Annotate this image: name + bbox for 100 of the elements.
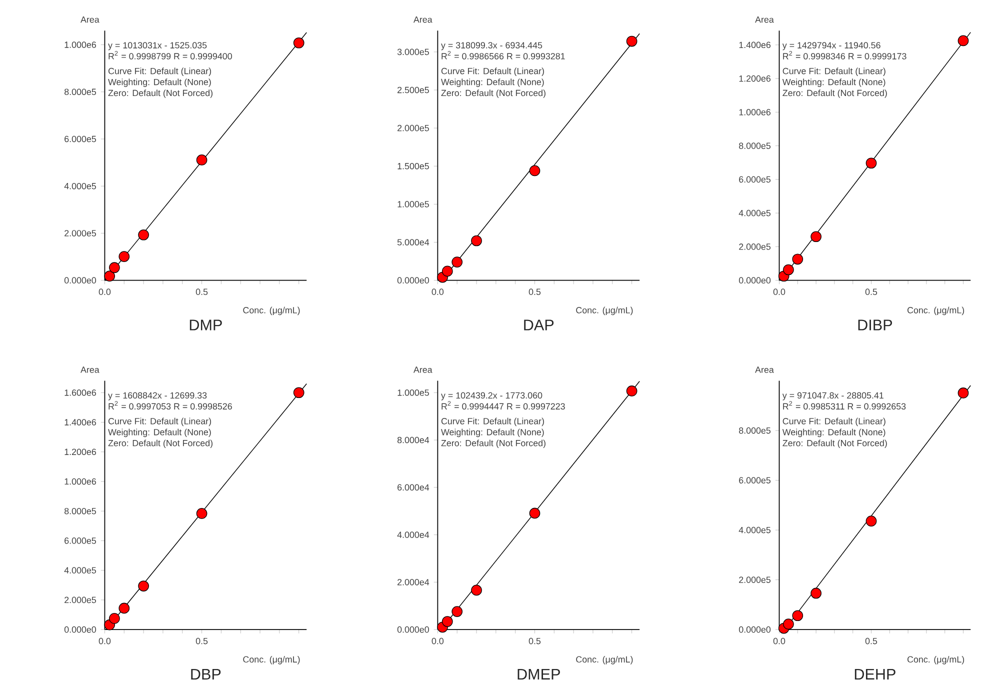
point (792, 610, 804, 622)
point (196, 508, 208, 519)
annotation: Curve Fit: Default (Linear) (441, 68, 544, 76)
text: DEHP (854, 669, 896, 680)
annotation: Zero: Default (Not Forced) (782, 440, 887, 448)
y-tick-label: 2.500e5 (398, 86, 429, 94)
y-tick-label: 1.200e6 (64, 448, 96, 456)
text: DIBP (858, 320, 892, 330)
y-tick-label: 1.500e5 (398, 163, 429, 170)
annotation: Zero: Default (Not Forced) (441, 90, 546, 98)
annotation: Weighting: Default (None) (108, 428, 211, 438)
annotation: y = 1013031x - 1525.035 (108, 42, 207, 50)
point (138, 230, 149, 240)
point (471, 584, 482, 596)
point (626, 386, 638, 396)
point (810, 588, 822, 599)
text: DMEP (518, 669, 560, 680)
y-tick-label: 1.000e6 (64, 42, 96, 48)
y-tick-label: 0.000e0 (397, 277, 429, 284)
y-tick-label: 5.000e4 (397, 239, 430, 246)
y-axis-title: Area (80, 16, 100, 23)
y-tick-label: 6.000e4 (398, 484, 430, 491)
y-tick-label: 8.000e5 (739, 427, 771, 434)
x-tick-label: 0.5 (196, 638, 208, 644)
point (138, 580, 149, 592)
annotation: R$^{2}$ = 0.9994447 R = 0.9997223 (442, 401, 565, 410)
text: DMP (190, 320, 222, 330)
x-tick-label: 0.0 (432, 288, 444, 296)
text: DBP (191, 669, 221, 680)
annotation: R$^{2}$ = 0.9985311 R = 0.9992653 (783, 401, 906, 410)
annotation: y = 1429794x - 11940.56 (782, 42, 880, 50)
annotation: Zero: Default (Not Forced) (782, 90, 887, 98)
annotation: R$^{2}$ = 0.9986566 R = 0.9993281 (442, 51, 565, 60)
annotation: Weighting: Default (None) (441, 428, 544, 438)
y-tick-label: 4.000e5 (64, 567, 96, 574)
y-axis-title: Area (413, 366, 432, 373)
y-tick-label: 1.600e6 (64, 390, 96, 396)
point (104, 270, 116, 282)
y-tick-label: 3.000e5 (397, 48, 429, 56)
annotation: Curve Fit: Default (Linear) (108, 418, 211, 426)
y-axis-title: Area (755, 16, 774, 23)
y-tick-label: 6.000e5 (739, 176, 771, 183)
y-tick-label: 1.000e5 (398, 390, 429, 396)
point (109, 262, 120, 274)
y-tick-label: 2.000e4 (398, 579, 430, 586)
annotation: y = 1608842x - 12699.33 (108, 392, 207, 400)
x-axis-title: Conc. (μg/mL) (243, 656, 300, 664)
annotation: y = 102439.2x - 1773.060 (440, 392, 542, 400)
point (471, 235, 482, 246)
y-tick-label: 0.000e0 (64, 626, 96, 633)
point (529, 165, 540, 176)
annotation: Weighting: Default (None) (782, 78, 886, 88)
annotation: Weighting: Default (None) (441, 78, 544, 87)
x-tick-label: 0.0 (773, 288, 786, 296)
y-tick-label: 6.000e5 (739, 477, 771, 484)
annotation: Zero: Default (Not Forced) (108, 440, 212, 448)
y-tick-label: 0.000e0 (738, 277, 771, 284)
y-tick-label: 0.000e0 (64, 277, 96, 284)
point (810, 231, 822, 242)
y-tick-label: 8.000e5 (64, 88, 96, 96)
y-tick-label: 4.000e4 (397, 532, 430, 538)
y-tick-label: 2.000e5 (398, 124, 429, 132)
annotation: R$^{2}$ = 0.9998799 R = 0.9999400 (108, 51, 232, 60)
point (196, 154, 208, 166)
point (293, 387, 304, 398)
y-tick-label: 0.000e0 (738, 626, 771, 633)
annotation: y = 971047.8x - 28805.41 (782, 392, 884, 400)
x-tick-label: 0.0 (98, 288, 111, 296)
annotation: y = 318099.3x - 6934.445 (440, 42, 542, 50)
point (866, 516, 877, 527)
y-axis-title: Area (755, 366, 774, 373)
point (783, 264, 794, 276)
x-axis-title: Conc. (μg/mL) (576, 306, 633, 316)
annotation: Weighting: Default (None) (108, 78, 211, 88)
x-tick-label: 0.5 (865, 638, 878, 644)
point (442, 616, 453, 627)
annotation: R$^{2}$ = 0.9997053 R = 0.9998526 (108, 401, 232, 410)
y-tick-label: 2.000e5 (739, 576, 771, 584)
x-tick-label: 0.5 (865, 288, 878, 296)
point (958, 35, 969, 46)
point (783, 618, 794, 630)
y-tick-label: 0.000e0 (397, 626, 429, 633)
y-tick-label: 1.000e6 (64, 478, 96, 485)
point (529, 508, 540, 519)
point (118, 251, 130, 262)
y-tick-label: 8.000e5 (739, 142, 771, 150)
point (452, 606, 463, 618)
annotation: Zero: Default (Not Forced) (441, 440, 546, 448)
point (109, 613, 120, 624)
x-tick-label: 0.0 (432, 638, 444, 644)
x-tick-label: 0.5 (528, 638, 541, 644)
x-tick-label: 0.0 (98, 638, 111, 644)
y-tick-label: 4.000e5 (738, 210, 771, 216)
point (626, 36, 638, 47)
point (866, 158, 877, 169)
y-tick-label: 4.000e5 (64, 183, 96, 190)
y-axis-title: Area (413, 16, 432, 23)
y-tick-label: 2.000e5 (64, 596, 96, 604)
x-axis-title: Conc. (μg/mL) (907, 306, 964, 316)
y-tick-label: 6.000e5 (64, 538, 96, 544)
